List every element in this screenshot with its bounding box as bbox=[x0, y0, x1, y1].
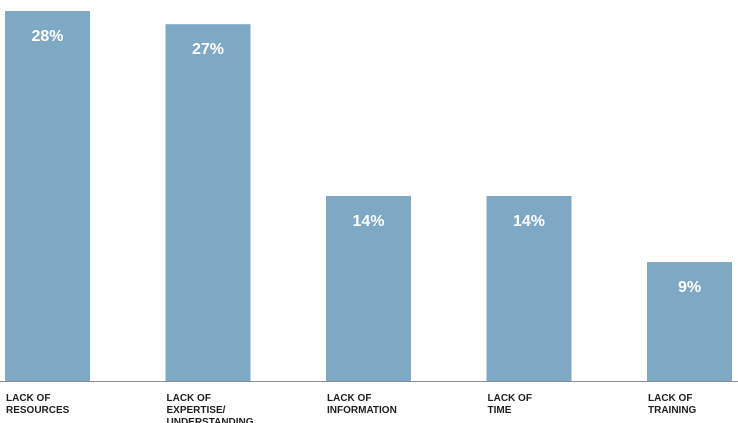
bars-group: 28% 27% 14% 14% 9% bbox=[5, 11, 732, 381]
category-label-line: LACK OF bbox=[327, 393, 371, 404]
category-label-line: UNDERSTANDING bbox=[167, 417, 254, 423]
bar-0 bbox=[5, 11, 90, 381]
category-label-line: EXPERTISE/ bbox=[167, 405, 226, 416]
bar-3 bbox=[486, 196, 572, 381]
category-label-line: LACK OF bbox=[488, 393, 532, 404]
category-label-line: INFORMATION bbox=[327, 405, 397, 416]
category-label-line: TIME bbox=[488, 405, 512, 416]
category-label-0: LACK OF RESOURCES bbox=[6, 393, 70, 416]
bar-4 bbox=[647, 262, 732, 381]
bar-value-label-4: 9% bbox=[678, 279, 701, 296]
bar-value-label-0: 28% bbox=[31, 28, 63, 45]
category-label-2: LACK OF INFORMATION bbox=[327, 393, 397, 416]
category-label-1: LACK OF EXPERTISE/UNDERSTANDING bbox=[167, 393, 254, 423]
category-label-line: LACK OF bbox=[648, 393, 692, 404]
category-label-line: RESOURCES bbox=[6, 405, 70, 416]
bar-value-label-2: 14% bbox=[352, 213, 384, 230]
category-label-4: LACK OF TRAINING bbox=[648, 393, 697, 416]
category-label-line: LACK OF bbox=[6, 393, 50, 404]
bar-value-label-1: 27% bbox=[192, 41, 224, 58]
bar-value-label-3: 14% bbox=[513, 213, 545, 230]
category-label-3: LACK OF TIME bbox=[488, 393, 532, 416]
bar-1 bbox=[165, 24, 251, 381]
category-label-line: TRAINING bbox=[648, 405, 697, 416]
category-label-line: LACK OF bbox=[167, 393, 211, 404]
bar-2 bbox=[326, 196, 411, 381]
